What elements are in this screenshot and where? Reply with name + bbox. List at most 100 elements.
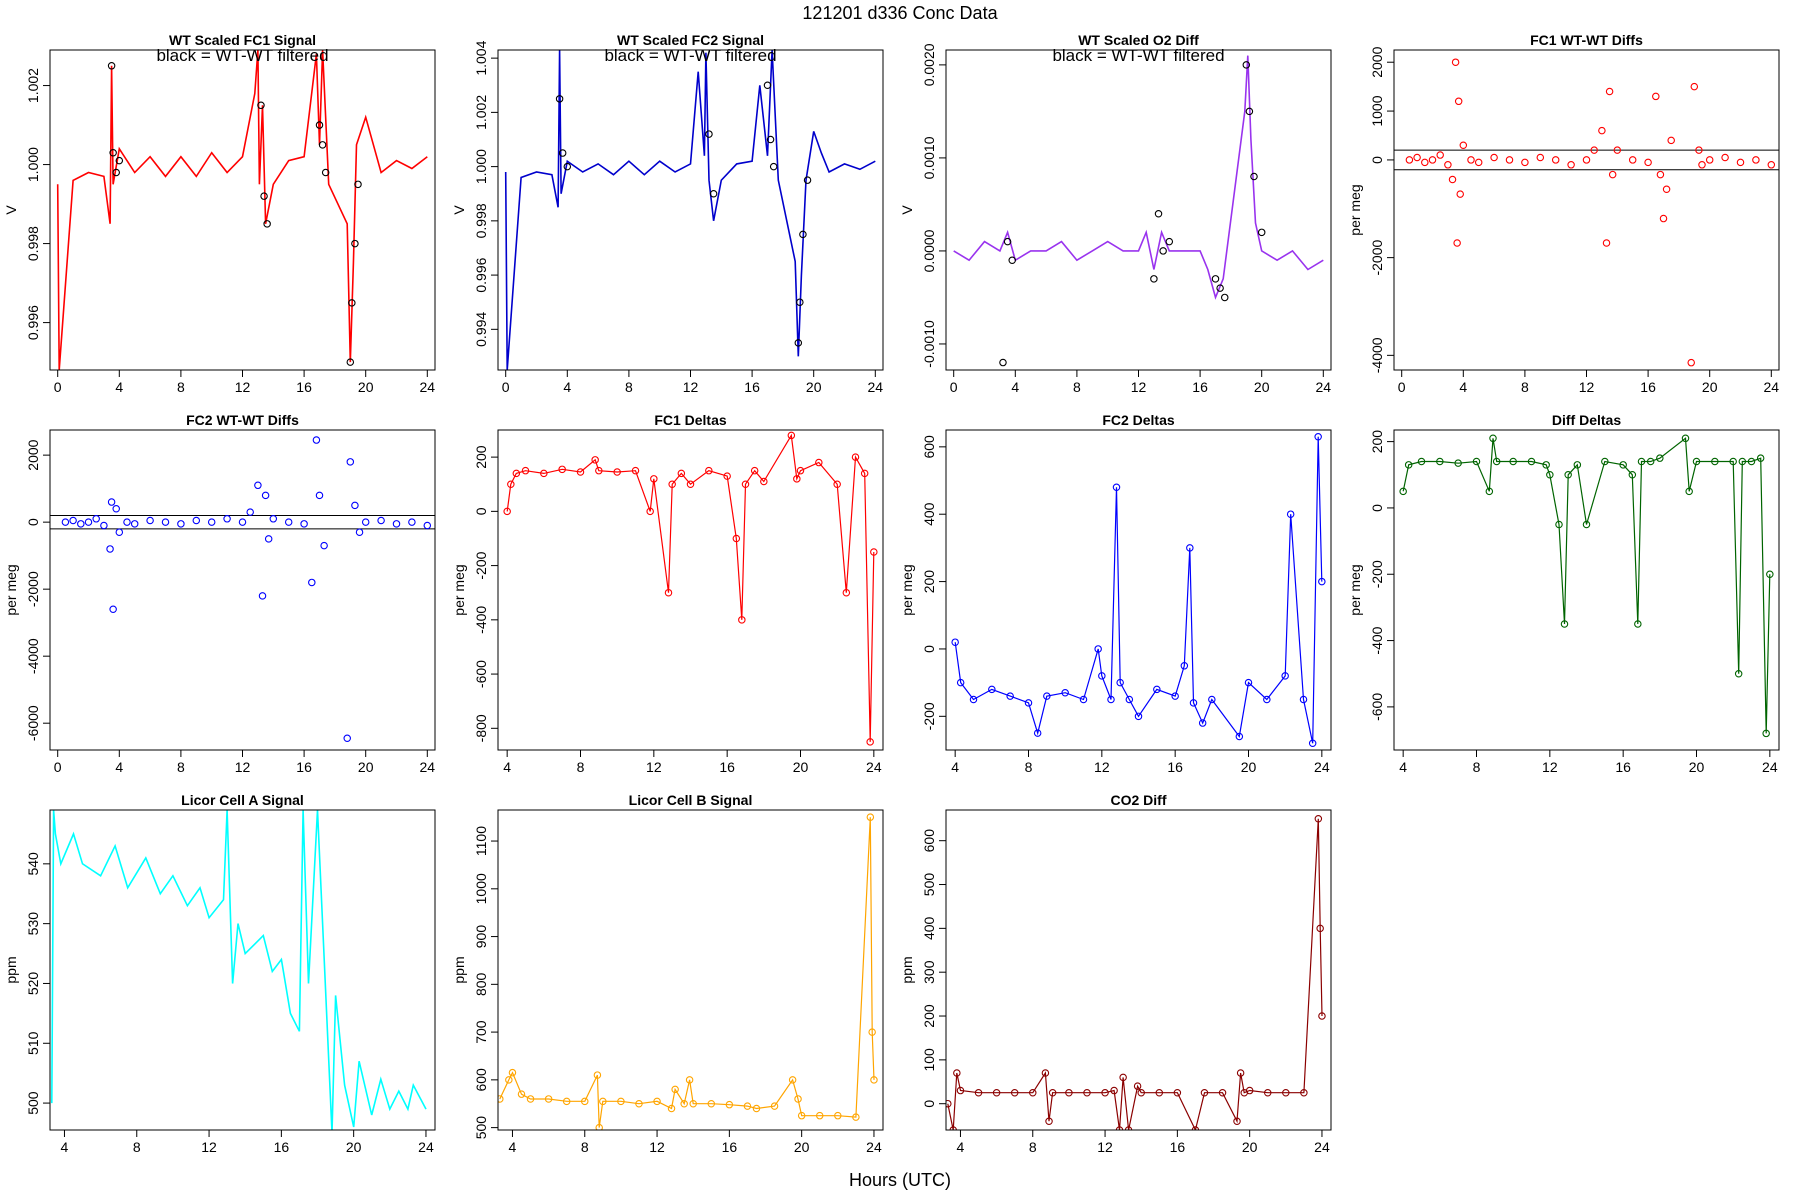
- plot-frame: [497, 809, 884, 1131]
- x-tick-label: 12: [1579, 379, 1595, 395]
- data-point: [1165, 237, 1174, 246]
- data-point: [1189, 699, 1198, 707]
- data-point: [1601, 457, 1609, 466]
- data-point: [1236, 1069, 1245, 1077]
- y-tick-label: 600: [473, 1068, 489, 1092]
- y-tick-label: -4000: [25, 638, 41, 674]
- data-point: [1766, 570, 1774, 578]
- data-point: [1428, 156, 1437, 164]
- x-tick-label: 20: [1254, 379, 1270, 395]
- data-point: [1527, 457, 1536, 466]
- y-tick-label: 2000: [25, 439, 41, 470]
- data-point: [1729, 457, 1737, 466]
- data-point: [1006, 692, 1014, 700]
- panel-title: FC2 WT-WT Diffs: [186, 412, 299, 428]
- x-tick-label: 12: [235, 759, 251, 775]
- y-tick-label: 1.004: [473, 40, 489, 75]
- data-point: [77, 520, 85, 528]
- data-point: [1186, 544, 1194, 552]
- chart-panel-2: WT Scaled FC2 Signal 0 4 8 12 16 20 24 0.994 0.99…: [451, 32, 884, 395]
- data-point: [109, 605, 117, 614]
- data-point: [1555, 520, 1563, 529]
- data-point: [1602, 239, 1611, 247]
- data-point: [1404, 461, 1413, 469]
- data-point: [738, 616, 746, 624]
- data-point: [346, 458, 355, 466]
- data-point: [1634, 620, 1642, 628]
- data-point: [1125, 695, 1134, 704]
- data-point: [1560, 620, 1569, 628]
- data-point: [503, 507, 511, 516]
- data-point: [1573, 461, 1582, 469]
- plot-area: [953, 55, 1324, 367]
- series-line: [56, 50, 428, 370]
- data-point: [646, 507, 654, 516]
- data-point: [743, 1102, 752, 1110]
- data-point: [1628, 156, 1637, 164]
- data-point: [1024, 699, 1033, 707]
- data-point: [521, 466, 530, 475]
- y-tick-label: 900: [473, 925, 489, 949]
- data-point: [1211, 275, 1220, 283]
- data-point: [1079, 695, 1088, 704]
- panel-note: black = WT-WT filtered: [156, 46, 328, 65]
- y-tick-label: -6000: [25, 705, 41, 741]
- data-point: [689, 1099, 697, 1108]
- data-point: [1485, 487, 1494, 496]
- series-1: [56, 50, 428, 370]
- data-point: [1695, 146, 1703, 154]
- data-point: [635, 1099, 643, 1108]
- y-tick-label: 1.002: [25, 68, 41, 103]
- chart-panel-5: FC2 WT-WT Diffs 0 4 8 12 16 20 24 -6000 -4000 -200…: [3, 412, 436, 775]
- data-point: [1489, 434, 1497, 443]
- data-point: [351, 501, 359, 510]
- x-tick-label: 12: [646, 759, 662, 775]
- data-point: [664, 588, 673, 597]
- data-point: [315, 121, 324, 129]
- data-point: [1417, 457, 1426, 466]
- y-tick-label: 1000: [473, 873, 489, 904]
- data-point: [595, 466, 603, 475]
- data-point: [1115, 1126, 1124, 1130]
- data-point: [423, 521, 432, 530]
- data-point: [1008, 256, 1016, 264]
- chart-panel-3: WT Scaled O2 Diff 0 4 8 12 16 20 24 -0.0010 0.000…: [899, 32, 1332, 395]
- data-point: [1687, 358, 1695, 367]
- data-point: [969, 695, 978, 704]
- data-point: [770, 1102, 779, 1110]
- chart-panel-10: Licor Cell B Signal 4 8 12 16 20 24 500 600 700 80…: [451, 792, 884, 1155]
- plot-frame: [497, 429, 884, 751]
- panel-title: Diff Deltas: [1552, 412, 1621, 428]
- data-point: [1316, 924, 1324, 933]
- data-point: [1692, 457, 1701, 466]
- data-point: [1505, 156, 1514, 164]
- data-point: [1608, 170, 1617, 179]
- y-tick-label: 200: [473, 445, 489, 469]
- data-point: [555, 95, 564, 103]
- data-point: [1656, 170, 1665, 179]
- x-tick-label: 4: [951, 759, 959, 775]
- data-point: [408, 518, 416, 526]
- data-point: [866, 738, 874, 746]
- y-tick-label: -2000: [1369, 240, 1385, 276]
- data-point: [1150, 275, 1158, 283]
- y-tick-label: 200: [921, 570, 937, 594]
- data-point: [308, 578, 316, 587]
- data-point: [999, 358, 1007, 367]
- data-point: [257, 101, 265, 110]
- y-tick-label: 0.996: [473, 257, 489, 292]
- x-tick-label: 4: [563, 379, 571, 395]
- plot-area: [946, 815, 1326, 1130]
- series-line: [504, 50, 876, 370]
- data-point: [258, 592, 267, 600]
- y-tick-label: 510: [25, 1031, 41, 1055]
- y-tick-label: -600: [473, 660, 489, 688]
- x-tick-label: 12: [649, 1139, 665, 1155]
- data-point: [763, 81, 772, 90]
- x-tick-label: 8: [177, 759, 185, 775]
- panel-title: CO2 Diff: [1111, 792, 1167, 808]
- data-point: [613, 468, 621, 476]
- data-point: [1646, 457, 1655, 466]
- x-tick-label: 16: [722, 1139, 738, 1155]
- data-point: [1536, 153, 1545, 162]
